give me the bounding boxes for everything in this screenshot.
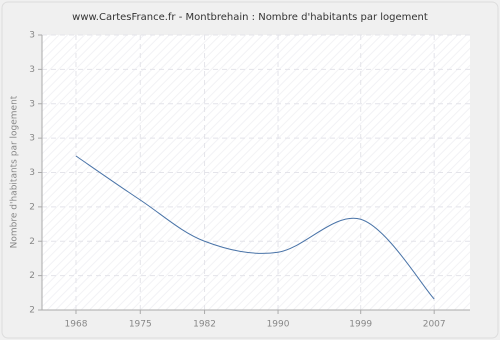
x-tick-label: 1999 bbox=[349, 320, 372, 330]
y-axis-label: Nombre d'habitants par logement bbox=[10, 95, 20, 248]
y-tick-label: 2 bbox=[29, 202, 35, 212]
y-tick-label: 2 bbox=[29, 306, 35, 316]
x-tick-label: 1968 bbox=[65, 320, 88, 330]
series-line bbox=[75, 155, 435, 300]
chart-title: www.CartesFrance.fr - Montbrehain : Nomb… bbox=[72, 12, 428, 23]
y-tick-label: 2 bbox=[29, 237, 35, 247]
y-tick-label: 3 bbox=[29, 65, 35, 75]
plot-hatch bbox=[42, 35, 470, 310]
y-tick-label: 3 bbox=[29, 168, 35, 178]
y-tick-label: 3 bbox=[29, 99, 35, 109]
x-tick-label: 1975 bbox=[129, 320, 152, 330]
x-tick-label: 1982 bbox=[193, 320, 216, 330]
x-tick-label: 1990 bbox=[267, 320, 290, 330]
y-tick-label: 3 bbox=[29, 31, 35, 41]
y-tick-label: 3 bbox=[29, 134, 35, 144]
x-tick-label: 2007 bbox=[423, 320, 446, 330]
y-tick-label: 2 bbox=[29, 271, 35, 281]
